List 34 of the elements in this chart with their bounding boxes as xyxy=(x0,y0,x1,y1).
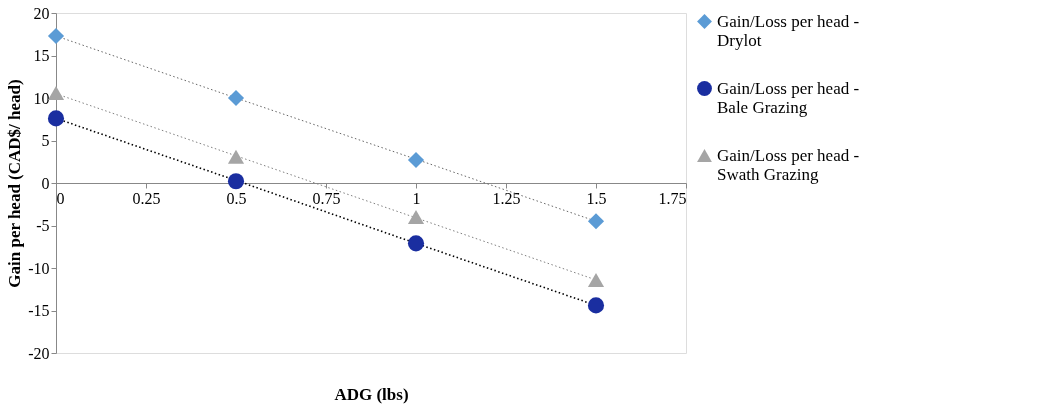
legend-label: Gain/Loss per head - Swath Grazing xyxy=(717,145,860,184)
point xyxy=(407,151,425,169)
y-tick-label: -20 xyxy=(28,344,50,362)
point xyxy=(47,85,65,100)
point xyxy=(587,272,605,287)
x-tick-label: 1.75 xyxy=(658,189,687,207)
legend-label: Gain/Loss per head - Drylot xyxy=(717,11,860,50)
point xyxy=(587,297,605,314)
x-tick-label: 0.5 xyxy=(226,189,247,207)
x-tick-label: 1.25 xyxy=(492,189,521,207)
point xyxy=(227,89,245,107)
y-tick-label: -10 xyxy=(28,259,50,277)
x-tick-label: 1 xyxy=(412,189,421,207)
point xyxy=(587,213,605,230)
point xyxy=(47,110,65,127)
y-tick-label: 15 xyxy=(33,47,50,64)
x-tick-label: 0 xyxy=(56,189,65,207)
point xyxy=(407,210,425,224)
y-axis-title: Gain per head (CAD$/ head) xyxy=(5,79,25,288)
point xyxy=(407,235,425,252)
y-tick-label: 10 xyxy=(33,89,50,107)
x-tick-label: 0.75 xyxy=(312,189,341,207)
legend-label: Gain/Loss per head - Bale Grazing xyxy=(717,78,860,117)
point xyxy=(227,149,245,164)
y-tick-label: 0 xyxy=(41,174,50,192)
x-tick-label: 1.5 xyxy=(586,189,607,207)
point xyxy=(47,27,65,45)
y-tick-label: -5 xyxy=(36,217,50,234)
y-tick-label: 20 xyxy=(33,4,50,22)
x-axis-title: ADG (lbs) xyxy=(334,384,409,404)
y-tick-label: 5 xyxy=(41,132,50,149)
y-tick-label: -15 xyxy=(28,302,50,319)
x-tick-label: 0.25 xyxy=(132,189,161,207)
point xyxy=(227,173,245,190)
